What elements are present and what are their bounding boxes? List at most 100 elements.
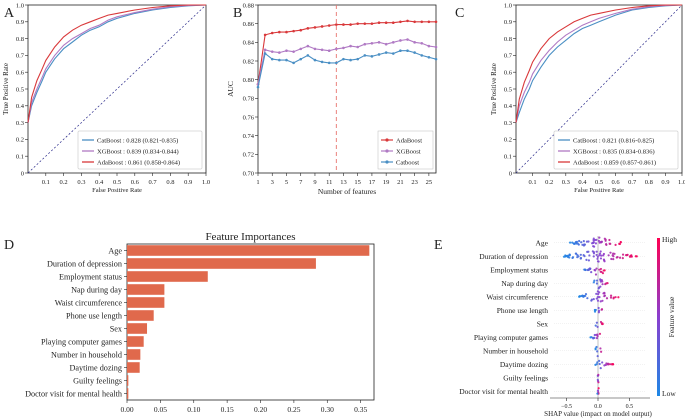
shap-point bbox=[596, 361, 599, 364]
feature-label: Waist circumference bbox=[55, 299, 123, 308]
auc-point-xgboost bbox=[320, 48, 324, 52]
legend-box bbox=[553, 130, 679, 170]
auc-point-adaboost bbox=[285, 30, 288, 34]
auc-point-xgboost bbox=[278, 51, 281, 54]
shap-point bbox=[592, 298, 595, 301]
auc-point-adaboost bbox=[278, 30, 281, 34]
shap-point bbox=[582, 240, 585, 243]
shap-point bbox=[614, 243, 617, 246]
x-tick-label: 0.25 bbox=[287, 405, 300, 414]
shap-point bbox=[576, 256, 579, 259]
x-tick-label: 0.0 bbox=[594, 404, 602, 410]
importance-bar bbox=[127, 336, 144, 347]
shap-point bbox=[608, 242, 611, 245]
feature-label: Doctor visit for mental health bbox=[25, 390, 122, 399]
importance-bar bbox=[127, 310, 154, 321]
x-tick-label: 0.5 bbox=[113, 179, 121, 186]
auc-point-catboost bbox=[256, 85, 260, 89]
y-tick-label: 0.8 bbox=[16, 36, 24, 43]
x-axis-label: SHAP value (impact on model output) bbox=[544, 410, 652, 418]
x-tick-label: 0.9 bbox=[184, 179, 192, 186]
x-tick-label: 0.1 bbox=[529, 179, 537, 186]
x-tick-label: 0.9 bbox=[661, 179, 669, 186]
auc-point-catboost bbox=[263, 52, 267, 55]
feature-label: Playing computer games bbox=[474, 333, 548, 342]
x-tick-label: 0.7 bbox=[628, 179, 637, 186]
shap-point bbox=[594, 347, 597, 350]
legend-label-catboost: Catboost bbox=[396, 159, 419, 166]
auc-point-adaboost bbox=[434, 20, 438, 24]
x-tick-label: 0.6 bbox=[131, 179, 140, 186]
x-tick-label: 0.35 bbox=[354, 405, 367, 414]
auc-point-xgboost bbox=[384, 42, 388, 46]
feature-label: Sex bbox=[110, 325, 122, 334]
shap-point bbox=[596, 255, 599, 258]
legend-label-adaboost: AdaBoost : 0.861 (0.858-0.864) bbox=[97, 159, 180, 166]
x-tick-label: 13 bbox=[340, 179, 347, 186]
shap-summary-chart: Age Duration of depression Employment stat… bbox=[459, 235, 677, 418]
auc-point-adaboost bbox=[306, 27, 310, 30]
x-tick-label: 5 bbox=[285, 179, 288, 186]
x-tick-label: 3 bbox=[271, 179, 274, 186]
shap-point bbox=[585, 258, 588, 261]
panel-letter-c: C bbox=[455, 6, 464, 21]
shap-point bbox=[596, 380, 600, 383]
shap-point bbox=[618, 242, 621, 245]
auc-point-catboost bbox=[306, 54, 310, 57]
auc-point-adaboost bbox=[427, 20, 431, 24]
auc-point-adaboost bbox=[391, 21, 395, 25]
shap-point bbox=[604, 363, 607, 367]
auc-point-xgboost bbox=[370, 41, 374, 45]
y-axis-label: True Positive Rate bbox=[490, 63, 498, 115]
x-tick-label: 0.30 bbox=[321, 405, 334, 414]
shap-point bbox=[596, 299, 600, 302]
shap-point bbox=[600, 270, 603, 274]
auc-point-catboost bbox=[270, 57, 274, 61]
auc-point-xgboost bbox=[285, 49, 288, 53]
importance-bar bbox=[127, 284, 165, 295]
feature-label: Waist circumference bbox=[486, 293, 548, 302]
chart-title: Feature Importances bbox=[205, 231, 295, 243]
auc-point-adaboost bbox=[420, 20, 424, 24]
auc-point-adaboost bbox=[313, 26, 317, 29]
x-tick-label: 1 bbox=[256, 179, 259, 186]
feature-label: Phone use length bbox=[66, 312, 122, 321]
feature-importance-chart: Feature Importances Age Duration of depres… bbox=[25, 231, 375, 414]
x-tick-label: 19 bbox=[383, 179, 390, 186]
shap-point bbox=[595, 292, 598, 295]
x-tick-label: 0.8 bbox=[166, 179, 174, 186]
legend-marker-adaboost bbox=[385, 138, 389, 142]
y-tick-label: 0.88 bbox=[243, 2, 254, 9]
shap-point bbox=[595, 337, 599, 340]
shap-point bbox=[573, 242, 576, 245]
auc-point-adaboost bbox=[263, 33, 267, 37]
shap-point bbox=[595, 250, 598, 253]
shap-point bbox=[591, 250, 594, 253]
x-tick-label: 21 bbox=[397, 179, 404, 186]
shap-point bbox=[596, 335, 599, 338]
shap-point bbox=[609, 294, 613, 297]
y-tick-label: 0.4 bbox=[504, 103, 513, 110]
auc-point-catboost bbox=[285, 58, 288, 62]
auc-point-adaboost bbox=[299, 28, 303, 32]
auc-point-adaboost bbox=[377, 21, 381, 25]
y-tick-label: 0.3 bbox=[16, 120, 24, 127]
shap-point bbox=[599, 347, 602, 350]
legend-label-catboost: CatBoost : 0.821 (0.816-0.825) bbox=[573, 137, 654, 144]
x-tick-label: 0.2 bbox=[545, 179, 553, 186]
feature-label: Employment status bbox=[59, 273, 122, 282]
legend-label-adaboost: AdaBoost : 0.859 (0.857-0.861) bbox=[573, 159, 656, 166]
shap-point bbox=[596, 389, 600, 392]
importance-bar bbox=[127, 388, 129, 399]
shap-point bbox=[597, 311, 601, 314]
importance-bar bbox=[127, 245, 370, 256]
feature-label: Guilty feelings bbox=[73, 377, 122, 386]
shap-point bbox=[596, 295, 600, 299]
auc-point-adaboost bbox=[370, 22, 374, 25]
shap-point bbox=[597, 287, 600, 290]
shap-point bbox=[597, 260, 600, 263]
roc-curve-adaboost bbox=[515, 4, 682, 123]
shap-point bbox=[588, 254, 591, 257]
shap-point bbox=[592, 281, 595, 284]
auc-point-xgboost bbox=[377, 41, 381, 44]
